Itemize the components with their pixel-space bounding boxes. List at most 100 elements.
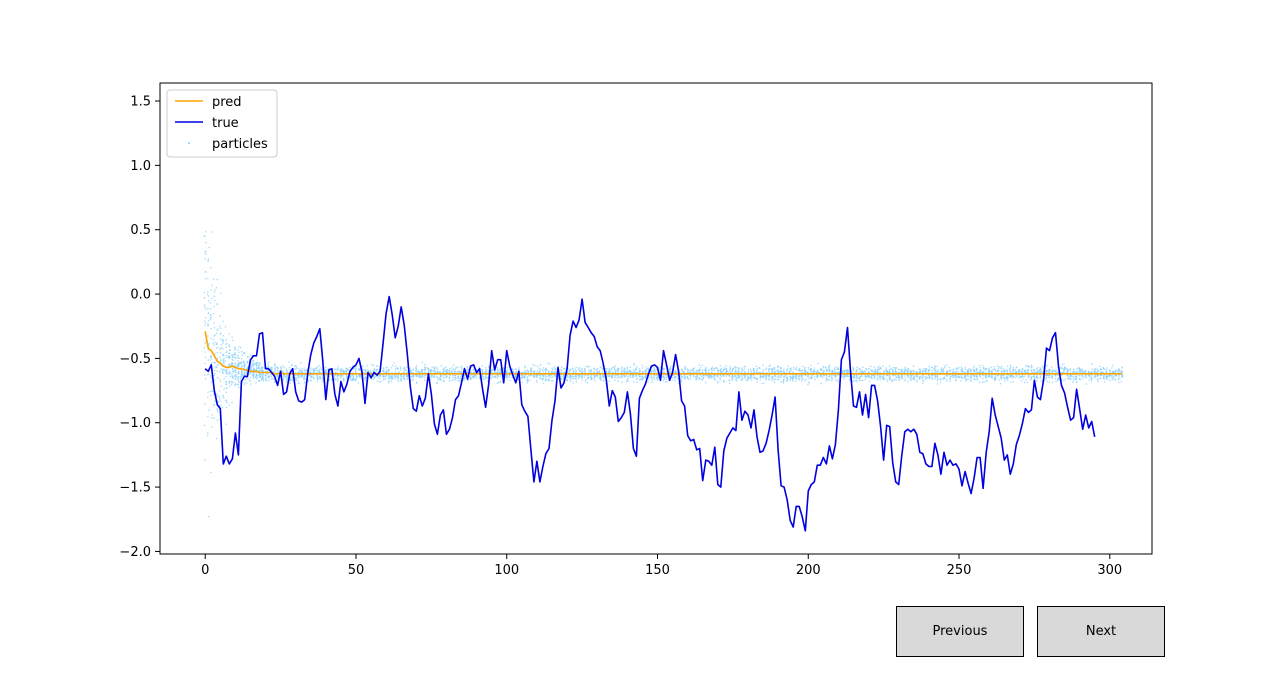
particle-point xyxy=(640,377,643,380)
particle-point xyxy=(225,354,227,357)
particle-point xyxy=(729,366,731,368)
particle-point xyxy=(274,366,277,369)
particle-point xyxy=(490,377,492,380)
particle-point xyxy=(232,355,234,358)
particle-point xyxy=(232,370,235,373)
particle-point xyxy=(821,376,824,379)
particle-point xyxy=(801,378,804,381)
particle-point xyxy=(741,368,743,370)
particle-point xyxy=(384,377,387,380)
particle-point xyxy=(210,266,212,269)
particle-point xyxy=(1045,378,1047,380)
particle-point xyxy=(795,380,797,383)
particle-point xyxy=(720,367,723,370)
particle-point xyxy=(707,374,710,376)
particle-point xyxy=(732,375,735,378)
particle-point xyxy=(758,371,761,373)
particle-point xyxy=(808,377,810,380)
particle-point xyxy=(527,375,530,377)
particle-point xyxy=(651,369,653,372)
particle-point xyxy=(511,368,514,370)
particle-point xyxy=(228,381,230,383)
particle-point xyxy=(768,375,771,378)
particle-point xyxy=(554,368,557,371)
particle-point xyxy=(928,365,930,368)
particle-point xyxy=(861,379,864,382)
particle-point xyxy=(424,374,426,377)
particle-point xyxy=(572,367,574,370)
particle-point xyxy=(768,368,771,370)
particle-point xyxy=(1062,371,1065,374)
particle-point xyxy=(552,379,554,382)
particle-point xyxy=(237,354,240,357)
particle-point xyxy=(313,378,315,380)
particle-point xyxy=(228,370,231,373)
particle-point xyxy=(620,369,623,371)
particle-point xyxy=(404,369,406,371)
particle-point xyxy=(547,378,550,380)
particle-point xyxy=(747,377,750,380)
particle-point xyxy=(903,369,906,371)
particle-point xyxy=(409,370,412,373)
particle-point xyxy=(1011,370,1014,373)
particle-point xyxy=(577,368,580,371)
particle-point xyxy=(1066,370,1068,372)
particle-point xyxy=(383,379,385,381)
particle-point xyxy=(927,374,930,377)
particle-point xyxy=(541,378,543,380)
particle-point xyxy=(965,379,967,382)
particle-point xyxy=(620,375,623,377)
particle-point xyxy=(294,368,296,370)
particle-point xyxy=(207,258,210,260)
particle-point xyxy=(213,335,215,337)
particle-point xyxy=(355,374,358,376)
particle-point xyxy=(1030,364,1033,367)
particle-point xyxy=(1050,366,1053,368)
particle-point xyxy=(380,380,382,383)
particle-point xyxy=(931,377,933,379)
particle-point xyxy=(998,367,1000,370)
particle-point xyxy=(466,365,469,368)
particle-point xyxy=(894,374,897,377)
particle-point xyxy=(725,368,728,371)
particle-point xyxy=(580,369,583,372)
particle-point xyxy=(1030,375,1033,378)
particle-point xyxy=(243,362,246,365)
particle-point xyxy=(282,365,284,367)
particle-point xyxy=(538,377,541,379)
particle-point xyxy=(631,376,634,379)
particle-point xyxy=(903,371,905,373)
particle-point xyxy=(497,374,499,377)
particle-point xyxy=(755,365,758,368)
particle-point xyxy=(603,375,605,378)
particle-point xyxy=(679,374,682,377)
particle-point xyxy=(204,258,206,260)
particle-point xyxy=(379,375,381,377)
particle-point xyxy=(624,371,626,374)
particle-point xyxy=(218,378,221,381)
particle-point xyxy=(657,375,659,378)
particle-point xyxy=(812,371,815,374)
particle-point xyxy=(807,374,809,376)
particle-point xyxy=(998,366,1000,368)
particle-point xyxy=(481,365,484,367)
particle-point xyxy=(294,378,297,381)
particle-point xyxy=(701,374,704,377)
particle-point xyxy=(520,374,523,377)
particle-point xyxy=(843,375,846,378)
particle-point xyxy=(1061,367,1063,370)
particle-point xyxy=(714,367,717,369)
particle-point xyxy=(799,370,801,373)
particle-point xyxy=(579,367,581,369)
particle-point xyxy=(491,374,494,377)
particle-point xyxy=(638,375,641,378)
particle-point xyxy=(785,374,788,377)
particle-point xyxy=(234,374,237,377)
particle-point xyxy=(879,376,881,379)
particle-point xyxy=(363,368,366,371)
particle-point xyxy=(448,377,451,379)
particle-point xyxy=(762,377,764,379)
particle-point xyxy=(572,377,575,380)
particle-point xyxy=(689,369,691,371)
particle-point xyxy=(289,369,292,371)
